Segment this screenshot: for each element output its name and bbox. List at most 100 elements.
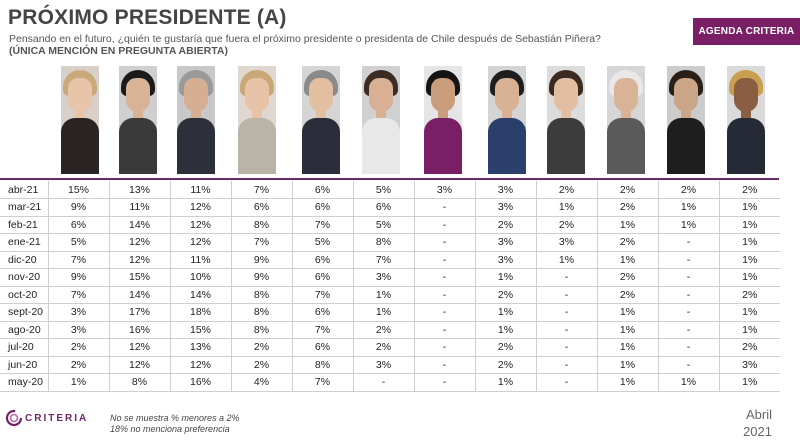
- value-cell: 1%: [597, 303, 659, 322]
- person-portrait-icon: [362, 66, 400, 174]
- value-cell: -: [658, 321, 720, 339]
- value-cell: 1%: [658, 373, 720, 392]
- value-cell: 1%: [475, 373, 537, 392]
- value-cell: 12%: [109, 233, 171, 252]
- table-row: abr-21 15% 13% 11% 7% 6% 5% 3% 3% 2% 2% 2% 2%: [0, 181, 780, 199]
- value-cell: 1%: [719, 321, 780, 339]
- value-cell: 1%: [536, 198, 598, 217]
- value-cell: 2%: [475, 216, 537, 234]
- value-cell: 7%: [292, 286, 354, 304]
- value-cell: 16%: [170, 373, 232, 392]
- value-cell: 2%: [658, 181, 720, 199]
- value-cell: 1%: [597, 373, 659, 392]
- value-cell: 12%: [170, 356, 232, 374]
- value-cell: 7%: [292, 216, 354, 234]
- footnote-minimum: No se muestra % menores a 2%: [110, 413, 240, 423]
- value-cell: 14%: [109, 286, 171, 304]
- value-cell: 1%: [597, 251, 659, 269]
- person-portrait-icon: [607, 66, 645, 174]
- value-cell: 1%: [719, 251, 780, 269]
- value-cell: 1%: [597, 321, 659, 339]
- value-cell: 1%: [353, 286, 415, 304]
- value-cell: 2%: [353, 338, 415, 357]
- value-cell: -: [658, 286, 720, 304]
- value-cell: 1%: [48, 373, 110, 392]
- value-cell: 2%: [475, 286, 537, 304]
- value-cell: 8%: [231, 286, 293, 304]
- value-cell: 3%: [414, 181, 476, 199]
- person-portrait-icon: [119, 66, 157, 174]
- value-cell: 9%: [48, 198, 110, 217]
- month-label: dic-20: [0, 251, 49, 269]
- value-cell: 8%: [231, 321, 293, 339]
- value-cell: 2%: [353, 321, 415, 339]
- page-title: PRÓXIMO PRESIDENTE (A): [8, 6, 287, 29]
- value-cell: 12%: [170, 216, 232, 234]
- table-row: sept-20 3% 17% 18% 8% 6% 1% -1% -1% -1%: [0, 303, 780, 322]
- question-type-note: (ÚNICA MENCIÓN EN PREGUNTA ABIERTA): [9, 45, 228, 57]
- value-cell: 6%: [292, 251, 354, 269]
- report-month: Abril: [745, 407, 772, 422]
- value-cell: 14%: [170, 286, 232, 304]
- value-cell: 2%: [597, 198, 659, 217]
- value-cell: 4%: [231, 373, 293, 392]
- month-label: mar-21: [0, 198, 49, 217]
- value-cell: 7%: [48, 251, 110, 269]
- value-cell: -: [658, 251, 720, 269]
- value-cell: 1%: [475, 303, 537, 322]
- value-cell: -: [536, 303, 598, 322]
- value-cell: -: [353, 373, 415, 392]
- value-cell: -: [536, 338, 598, 357]
- month-label: ago-20: [0, 321, 49, 339]
- value-cell: 11%: [109, 198, 171, 217]
- agenda-criteria-badge: AGENDA CRITERIA: [693, 18, 800, 45]
- month-label: jun-20: [0, 356, 49, 374]
- footnote-no-preference: 18% no menciona preferencia: [110, 424, 230, 434]
- table-row: ago-20 3% 16% 15% 8% 7% 2% -1% -1% -1%: [0, 321, 780, 339]
- value-cell: 11%: [170, 181, 232, 199]
- value-cell: 1%: [597, 338, 659, 357]
- month-label: nov-20: [0, 268, 49, 287]
- value-cell: -: [658, 356, 720, 374]
- value-cell: 2%: [48, 338, 110, 357]
- value-cell: 2%: [475, 338, 537, 357]
- value-cell: 1%: [719, 233, 780, 252]
- person-portrait-icon: [61, 66, 99, 174]
- results-table-body: abr-21 15% 13% 11% 7% 6% 5% 3% 3% 2% 2% 2% 2% mar-21 9…: [0, 181, 780, 392]
- value-cell: -: [536, 268, 598, 287]
- value-cell: 9%: [231, 268, 293, 287]
- value-cell: 6%: [353, 198, 415, 217]
- value-cell: 17%: [109, 303, 171, 322]
- value-cell: 1%: [597, 356, 659, 374]
- value-cell: 3%: [353, 268, 415, 287]
- value-cell: 2%: [719, 338, 780, 357]
- criteria-logo-text: CRITERIA: [25, 413, 89, 424]
- survey-question: Pensando en el futuro, ¿quién te gustarí…: [9, 33, 601, 45]
- person-portrait-icon: [547, 66, 585, 174]
- month-label: may-20: [0, 373, 49, 392]
- month-label: oct-20: [0, 286, 49, 304]
- value-cell: -: [414, 216, 476, 234]
- value-cell: 9%: [231, 251, 293, 269]
- value-cell: -: [414, 268, 476, 287]
- value-cell: 3%: [475, 181, 537, 199]
- person-portrait-icon: [488, 66, 526, 174]
- value-cell: 7%: [48, 286, 110, 304]
- value-cell: -: [414, 373, 476, 392]
- value-cell: 2%: [597, 181, 659, 199]
- value-cell: 8%: [231, 216, 293, 234]
- value-cell: 6%: [292, 198, 354, 217]
- person-portrait-icon: [667, 66, 705, 174]
- value-cell: 1%: [475, 321, 537, 339]
- value-cell: 15%: [109, 268, 171, 287]
- value-cell: 5%: [353, 216, 415, 234]
- value-cell: -: [414, 321, 476, 339]
- table-row: nov-20 9% 15% 10% 9% 6% 3% -1% -2% -1%: [0, 268, 780, 287]
- value-cell: -: [414, 198, 476, 217]
- value-cell: 12%: [109, 251, 171, 269]
- table-row: feb-21 6% 14% 12% 8% 7% 5% -2% 2% 1% 1% 1%: [0, 216, 780, 234]
- person-portrait-icon: [424, 66, 462, 174]
- month-label: sept-20: [0, 303, 49, 322]
- value-cell: 11%: [170, 251, 232, 269]
- value-cell: 6%: [48, 216, 110, 234]
